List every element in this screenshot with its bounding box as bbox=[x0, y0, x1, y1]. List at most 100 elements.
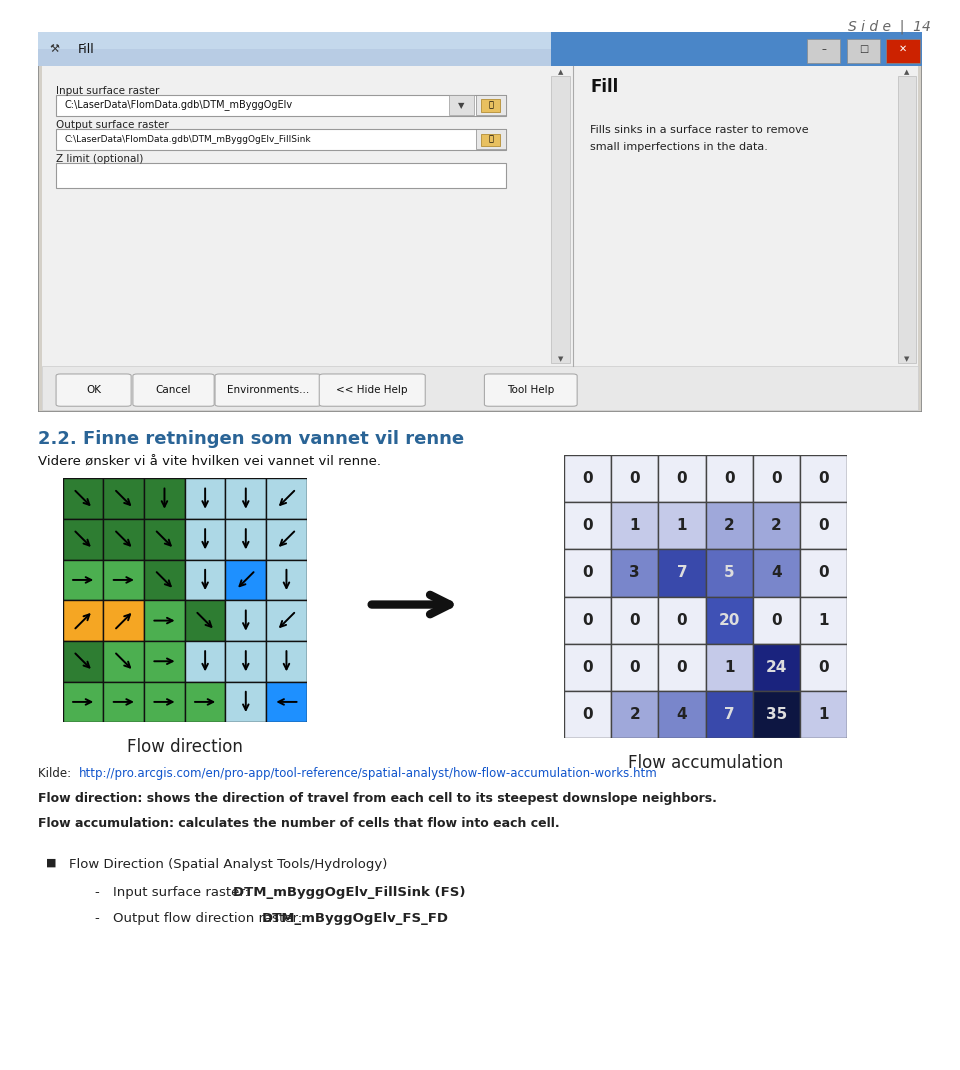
Bar bbox=[62, 600, 104, 641]
Text: 7: 7 bbox=[724, 707, 734, 722]
Bar bbox=[800, 502, 848, 549]
Bar bbox=[184, 560, 226, 600]
Text: Fill: Fill bbox=[78, 43, 95, 56]
Bar bbox=[659, 691, 706, 738]
Bar bbox=[800, 597, 848, 644]
Text: http://pro.arcgis.com/en/pro-app/tool-reference/spatial-analyst/how-flow-accumul: http://pro.arcgis.com/en/pro-app/tool-re… bbox=[79, 767, 658, 780]
Text: 4: 4 bbox=[771, 565, 781, 580]
Bar bbox=[56, 163, 507, 188]
Bar bbox=[753, 502, 800, 549]
Bar bbox=[800, 691, 848, 738]
Bar bbox=[38, 32, 551, 66]
Text: DTM_mByggOgElv_FillSink (FS): DTM_mByggOgElv_FillSink (FS) bbox=[233, 886, 466, 899]
Text: 1: 1 bbox=[724, 660, 734, 675]
FancyBboxPatch shape bbox=[320, 374, 425, 407]
FancyBboxPatch shape bbox=[38, 32, 922, 412]
Bar bbox=[800, 549, 848, 596]
Text: ■: ■ bbox=[46, 858, 57, 868]
Bar bbox=[226, 560, 266, 600]
Bar bbox=[184, 478, 226, 519]
Text: 2.2. Finne retningen som vannet vil renne: 2.2. Finne retningen som vannet vil renn… bbox=[38, 430, 465, 448]
Text: 0: 0 bbox=[677, 660, 687, 675]
Bar bbox=[800, 455, 848, 502]
Bar bbox=[706, 644, 753, 691]
Text: 0: 0 bbox=[771, 613, 781, 628]
Text: DTM_mByggOgElv_FS_FD: DTM_mByggOgElv_FS_FD bbox=[262, 912, 449, 924]
Bar bbox=[104, 682, 144, 722]
Bar bbox=[564, 691, 612, 738]
Bar bbox=[564, 644, 612, 691]
Text: ▼: ▼ bbox=[458, 101, 465, 109]
Bar bbox=[104, 519, 144, 560]
Bar bbox=[144, 641, 184, 682]
Bar bbox=[226, 682, 266, 722]
Bar bbox=[62, 641, 104, 682]
Text: 0: 0 bbox=[819, 471, 829, 486]
Bar bbox=[184, 682, 226, 722]
Text: -: - bbox=[94, 912, 99, 924]
Bar bbox=[476, 95, 506, 116]
Bar bbox=[144, 682, 184, 722]
Bar bbox=[659, 455, 706, 502]
Bar bbox=[706, 502, 753, 549]
Bar bbox=[612, 644, 659, 691]
Text: 0: 0 bbox=[582, 565, 592, 580]
Text: Output flow direction raster:: Output flow direction raster: bbox=[113, 912, 306, 924]
Text: Flow direction: shows the direction of travel from each cell to its steepest dow: Flow direction: shows the direction of t… bbox=[38, 792, 717, 805]
Text: 1: 1 bbox=[677, 518, 687, 533]
Bar bbox=[612, 549, 659, 596]
Bar bbox=[226, 600, 266, 641]
Bar bbox=[144, 478, 184, 519]
Bar bbox=[184, 641, 226, 682]
Text: 3: 3 bbox=[630, 565, 640, 580]
Bar bbox=[62, 478, 104, 519]
Bar bbox=[659, 597, 706, 644]
Text: Input surface raster:: Input surface raster: bbox=[113, 886, 253, 899]
Text: S i d e  |  14: S i d e | 14 bbox=[849, 19, 931, 34]
Text: 1: 1 bbox=[819, 707, 829, 722]
Bar bbox=[104, 478, 144, 519]
Text: 0: 0 bbox=[582, 613, 592, 628]
Text: Fill: Fill bbox=[590, 78, 618, 96]
FancyBboxPatch shape bbox=[215, 374, 321, 407]
Text: Videre ønsker vi å vite hvilken vei vannet vil renne.: Videre ønsker vi å vite hvilken vei vann… bbox=[38, 456, 381, 469]
Bar bbox=[144, 600, 184, 641]
Text: 1: 1 bbox=[819, 613, 829, 628]
Bar bbox=[104, 641, 144, 682]
Text: 0: 0 bbox=[677, 471, 687, 486]
Bar bbox=[42, 366, 918, 410]
Text: 4: 4 bbox=[677, 707, 687, 722]
Bar bbox=[753, 455, 800, 502]
Text: Z limit (optional): Z limit (optional) bbox=[56, 154, 143, 165]
Bar bbox=[476, 129, 506, 150]
Text: 7: 7 bbox=[677, 565, 687, 580]
Text: ⚒: ⚒ bbox=[50, 44, 60, 55]
Bar bbox=[706, 691, 753, 738]
Bar bbox=[612, 502, 659, 549]
Bar bbox=[898, 76, 916, 363]
Bar bbox=[266, 641, 307, 682]
Text: C:\LaserData\FlomData.gdb\DTM_mByggOgElv: C:\LaserData\FlomData.gdb\DTM_mByggOgElv bbox=[65, 100, 293, 110]
Text: 2: 2 bbox=[771, 518, 781, 533]
Bar bbox=[144, 560, 184, 600]
Text: 20: 20 bbox=[718, 613, 740, 628]
Text: 0: 0 bbox=[582, 471, 592, 486]
Text: 1: 1 bbox=[630, 518, 640, 533]
Text: ▼: ▼ bbox=[904, 356, 910, 363]
Text: –: – bbox=[821, 44, 826, 55]
Bar bbox=[564, 502, 612, 549]
Bar bbox=[612, 691, 659, 738]
Text: 24: 24 bbox=[766, 660, 787, 675]
FancyBboxPatch shape bbox=[481, 100, 500, 112]
Text: 5: 5 bbox=[724, 565, 734, 580]
Text: 📁: 📁 bbox=[488, 135, 493, 143]
Bar bbox=[56, 95, 507, 116]
Text: 2: 2 bbox=[630, 707, 640, 722]
Text: 0: 0 bbox=[630, 471, 640, 486]
Text: ✕: ✕ bbox=[899, 44, 907, 55]
Bar bbox=[659, 644, 706, 691]
Bar bbox=[886, 39, 920, 63]
Text: ▲: ▲ bbox=[558, 68, 564, 75]
Bar bbox=[753, 691, 800, 738]
Bar bbox=[564, 549, 612, 596]
